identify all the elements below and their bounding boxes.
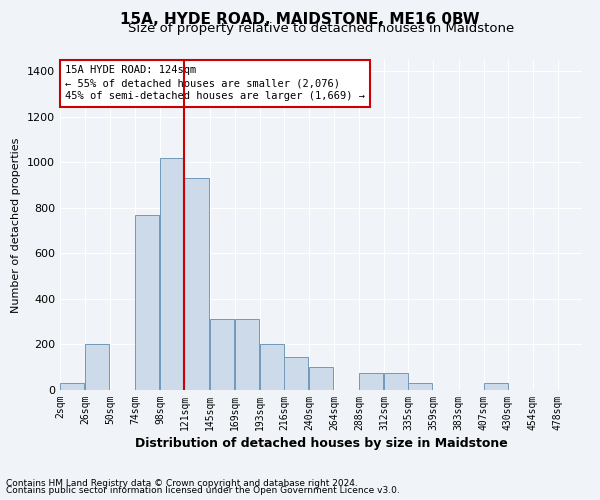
Bar (85, 344, 109, 390)
Text: 15A HYDE ROAD: 124sqm
← 55% of detached houses are smaller (2,076)
45% of semi-d: 15A HYDE ROAD: 124sqm ← 55% of detached … (65, 65, 365, 102)
Bar (359, 373, 383, 390)
Bar (409, 383, 433, 390)
Bar (60, 383, 84, 390)
Text: Contains public sector information licensed under the Open Government Licence v3: Contains public sector information licen… (6, 486, 400, 495)
Y-axis label: Number of detached properties: Number of detached properties (11, 138, 22, 312)
Bar (484, 383, 508, 390)
Title: Size of property relative to detached houses in Maidstone: Size of property relative to detached ho… (128, 22, 514, 35)
Bar (136, 215, 160, 390)
Text: Contains HM Land Registry data © Crown copyright and database right 2024.: Contains HM Land Registry data © Crown c… (6, 478, 358, 488)
Bar (209, 320, 233, 390)
Text: 15A, HYDE ROAD, MAIDSTONE, ME16 0BW: 15A, HYDE ROAD, MAIDSTONE, ME16 0BW (120, 12, 480, 28)
Bar (235, 320, 259, 390)
X-axis label: Distribution of detached houses by size in Maidstone: Distribution of detached houses by size … (134, 437, 508, 450)
Bar (160, 158, 184, 390)
Bar (184, 178, 209, 390)
Bar (260, 344, 284, 390)
Bar (384, 373, 409, 390)
Bar (284, 357, 308, 390)
Bar (309, 367, 333, 390)
